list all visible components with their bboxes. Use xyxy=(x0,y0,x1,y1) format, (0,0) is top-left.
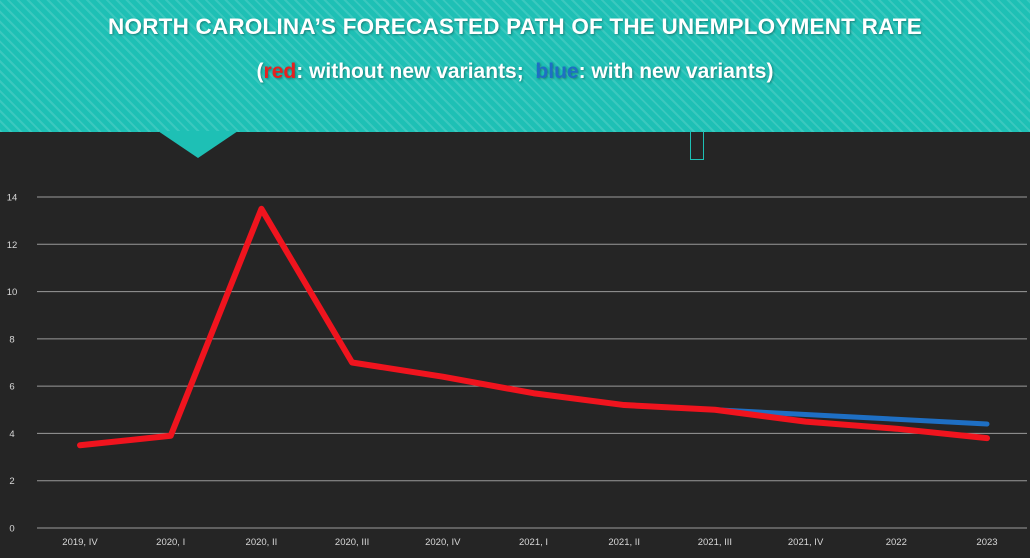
x-tick-label: 2019, IV xyxy=(62,537,98,548)
subtitle-blue-word: blue xyxy=(535,60,579,83)
y-tick-label: 14 xyxy=(7,193,18,204)
empty-placeholder-box xyxy=(690,131,704,160)
chart-subtitle: (red: without new variants; blue: with n… xyxy=(0,60,1030,84)
gridlines xyxy=(37,196,1027,529)
subtitle-red-word: red xyxy=(263,60,297,83)
title-banner: NORTH CAROLINA’S FORECASTED PATH OF THE … xyxy=(0,0,1030,132)
x-tick-label: 2020, II xyxy=(246,537,278,548)
x-tick-label: 2021, IV xyxy=(788,537,824,548)
x-tick-label: 2021, III xyxy=(698,537,732,548)
y-tick-label: 12 xyxy=(7,240,18,251)
banner-pointer xyxy=(158,131,238,158)
y-axis-ticks: 0 2 4 6 8 10 12 14 xyxy=(7,193,18,535)
subtitle-red-description: : without new variants; xyxy=(296,60,536,83)
subtitle-blue-description: : with new variants) xyxy=(578,60,774,83)
x-tick-label: 2021, I xyxy=(519,537,548,548)
x-tick-label: 2020, III xyxy=(335,537,369,548)
y-tick-label: 2 xyxy=(9,476,14,487)
red-series-line xyxy=(77,205,990,449)
y-tick-label: 8 xyxy=(9,334,14,345)
y-tick-label: 10 xyxy=(7,287,18,298)
y-tick-label: 4 xyxy=(9,429,14,440)
x-tick-label: 2022 xyxy=(886,537,907,548)
x-axis-ticks: 2019, IV 2020, I 2020, II 2020, III 2020, IV… xyxy=(62,537,997,548)
x-tick-label: 2020, IV xyxy=(425,537,461,548)
y-tick-label: 6 xyxy=(9,382,14,393)
x-tick-label: 2021, II xyxy=(608,537,640,548)
series-lines xyxy=(77,205,990,449)
subtitle-open-paren: ( xyxy=(256,60,264,83)
chart-title: NORTH CAROLINA’S FORECASTED PATH OF THE … xyxy=(108,14,922,39)
y-tick-label: 0 xyxy=(9,524,14,535)
x-tick-label: 2023 xyxy=(976,537,997,548)
blue-series-line xyxy=(712,407,990,427)
x-tick-label: 2020, I xyxy=(156,537,185,548)
